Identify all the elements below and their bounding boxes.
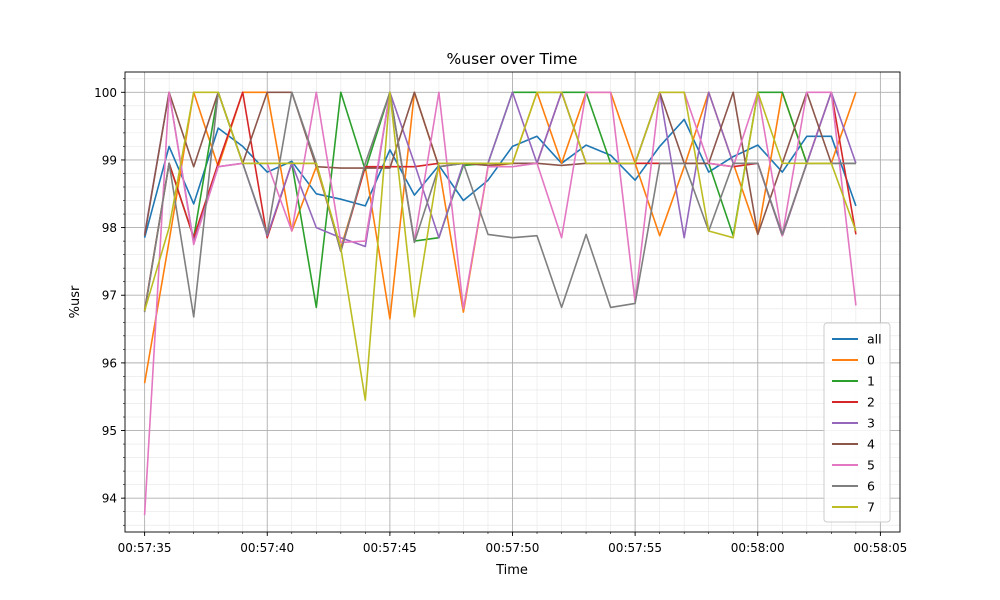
x-tick-label: 00:57:55 [608,541,662,555]
series-line-4 [143,91,856,236]
y-tick-label: 96 [102,356,117,370]
series-line-3 [143,91,857,248]
legend-label: 2 [867,395,875,410]
y-tick-label: 95 [102,424,117,438]
legend-label: 6 [867,479,875,494]
legend-label: 3 [867,416,875,431]
y-tick-label: 97 [102,289,117,303]
legend-label: 1 [867,374,875,389]
series-line-1 [143,91,856,311]
series-line-6 [143,91,856,318]
y-tick-label: 99 [102,153,117,167]
x-tick-label: 00:57:50 [486,541,540,555]
y-tick-label: 94 [102,492,117,506]
x-tick-label: 00:58:05 [853,541,907,555]
legend-label: 7 [867,500,875,515]
series-line-2 [143,91,857,311]
legend: all 0 1 2 3 4 5 6 7 [823,322,891,523]
y-tick-label: 98 [102,221,117,235]
y-tick-label: 100 [94,86,117,100]
legend-label: all [867,332,882,347]
axis-ticks: 00:57:35 00:57:40 00:57:45 00:57:50 00:57:55… [94,78,907,555]
x-tick-label: 00:57:35 [118,541,172,555]
x-tick-label: 00:57:45 [363,541,417,555]
legend-label: 0 [867,353,875,368]
x-tick-label: 00:57:40 [240,541,294,555]
legend-label: 5 [867,458,875,473]
legend-label: 4 [867,437,875,452]
chart-title: %user over Time [447,50,578,68]
series-line-7 [143,91,857,401]
series-lines [143,91,857,516]
x-axis-label: Time [495,563,528,578]
series-line-0 [143,91,857,384]
x-tick-label: 00:58:00 [731,541,785,555]
y-axis-label: %usr [68,285,83,318]
grid [125,72,900,532]
